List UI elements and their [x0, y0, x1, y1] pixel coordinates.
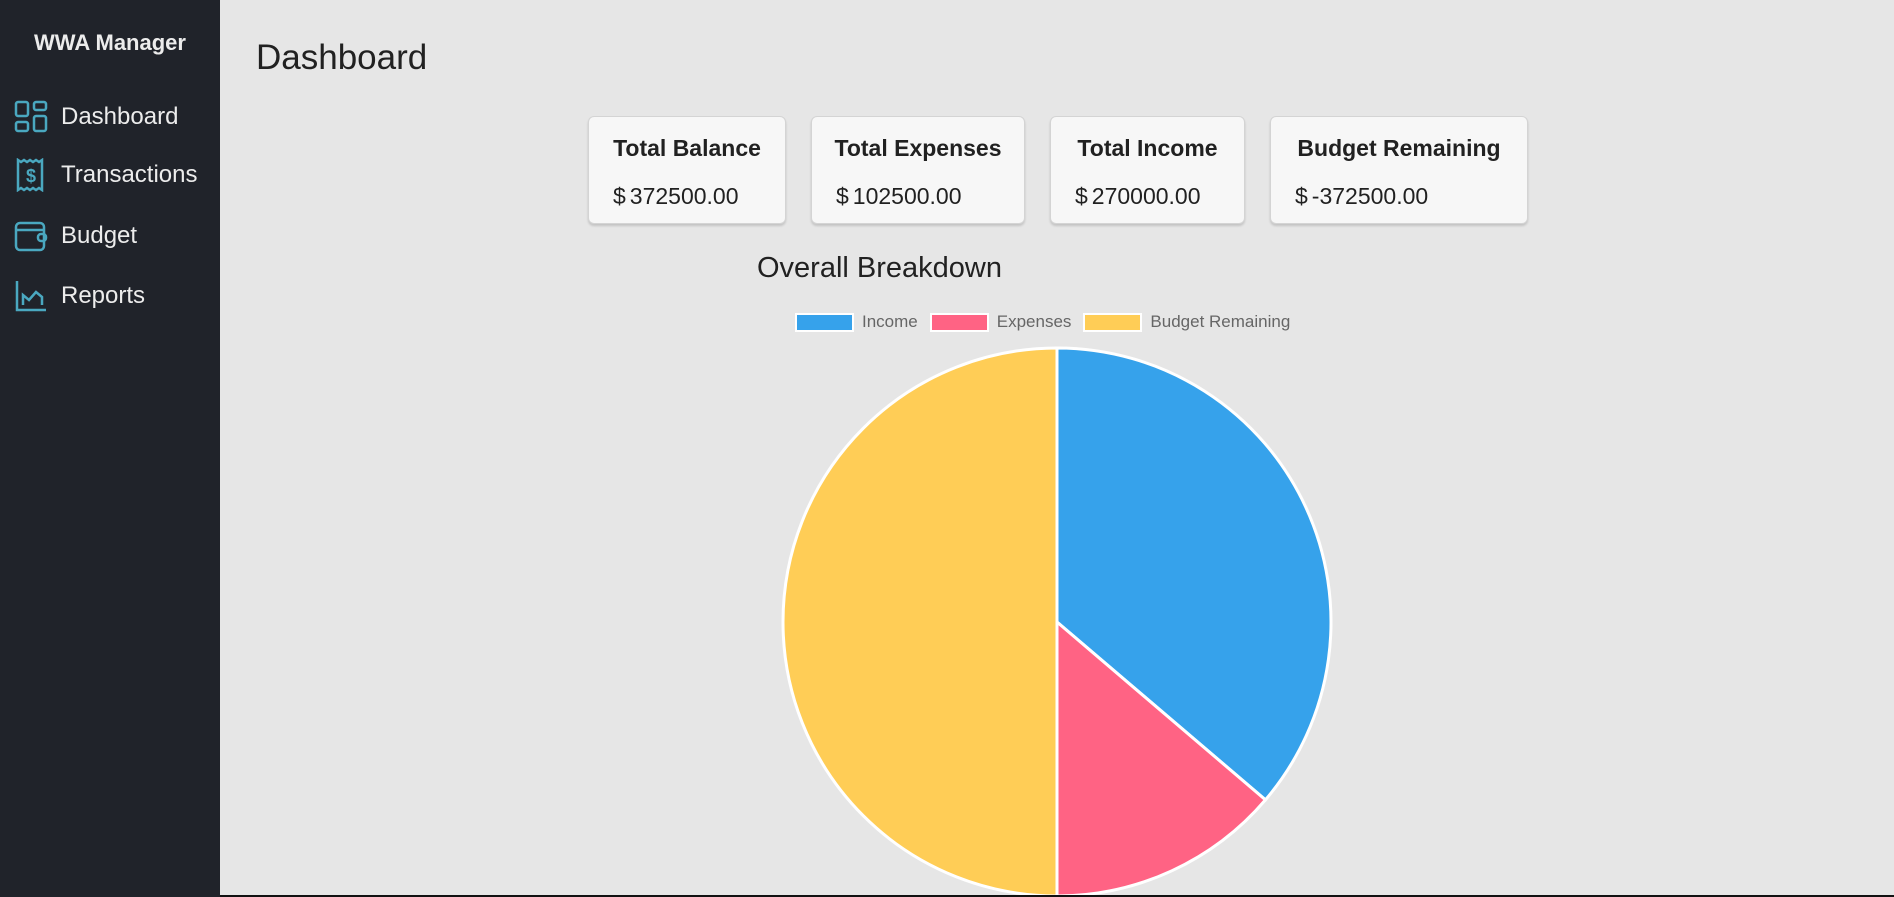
- card-value: $102500.00: [836, 183, 962, 210]
- legend-item[interactable]: Expenses: [929, 312, 1072, 332]
- sidebar-item-budget[interactable]: Budget: [14, 216, 137, 256]
- value-text: 270000.00: [1091, 183, 1201, 209]
- legend-item[interactable]: Budget Remaining: [1083, 312, 1290, 332]
- value-text: -372500.00: [1311, 183, 1429, 209]
- pie-chart: [781, 346, 1333, 897]
- svg-text:$: $: [26, 166, 36, 186]
- sidebar-item-label: Transactions: [61, 161, 198, 188]
- sidebar-item-dashboard[interactable]: Dashboard: [14, 97, 178, 137]
- legend-swatch: [1083, 312, 1143, 332]
- app-brand: WWA Manager: [34, 30, 186, 55]
- card-value: $ -372500.00: [1295, 183, 1428, 210]
- card-total-expenses: Total Expenses $102500.00: [811, 116, 1025, 224]
- card-title: Total Balance: [613, 135, 761, 161]
- card-title: Total Income: [1077, 135, 1218, 161]
- legend-label: Budget Remaining: [1150, 312, 1291, 331]
- receipt-icon: $: [16, 158, 44, 192]
- sidebar-item-label: Budget: [61, 222, 138, 249]
- legend-swatch: [929, 312, 989, 332]
- legend-swatch: [795, 312, 854, 332]
- sidebar-item-transactions[interactable]: $ Transactions: [14, 155, 198, 195]
- legend-item[interactable]: Income: [795, 312, 918, 332]
- chart-legend: Income Expenses Budget Remaining: [795, 312, 1302, 332]
- chart-title: Overall Breakdown: [757, 252, 1002, 284]
- legend-label: Expenses: [996, 312, 1072, 331]
- sidebar-item-label: Dashboard: [61, 103, 179, 130]
- currency-symbol: $: [836, 183, 849, 209]
- bottom-border: [220, 895, 1894, 897]
- card-total-balance: Total Balance $372500.00: [588, 116, 786, 224]
- wallet-icon: [14, 221, 48, 252]
- card-budget-remaining: Budget Remaining $ -372500.00: [1270, 116, 1528, 224]
- pie-slice-income[interactable]: [1055, 346, 1333, 802]
- dashboard-icon: [14, 100, 48, 133]
- sidebar-item-label: Reports: [61, 282, 146, 309]
- card-value: $372500.00: [613, 183, 739, 210]
- legend-label: Income: [862, 312, 918, 331]
- main-content: Dashboard Total Balance $372500.00 Total…: [220, 0, 1894, 897]
- currency-symbol: $: [1075, 183, 1088, 209]
- card-title: Total Expenses: [834, 135, 1002, 161]
- value-text: 102500.00: [852, 183, 962, 209]
- card-total-income: Total Income $270000.00: [1050, 116, 1245, 224]
- sidebar: WWA Manager Dashboard $ Transactions Bud…: [0, 0, 220, 897]
- page-title: Dashboard: [256, 38, 428, 77]
- card-value: $270000.00: [1075, 183, 1201, 210]
- currency-symbol: $: [1295, 183, 1308, 209]
- value-text: 372500.00: [629, 183, 739, 209]
- pie-slice-budget-remaining[interactable]: [781, 346, 1059, 897]
- card-title: Budget Remaining: [1297, 135, 1501, 161]
- currency-symbol: $: [613, 183, 626, 209]
- sidebar-item-reports[interactable]: Reports: [14, 276, 145, 316]
- chart-icon: [15, 281, 46, 312]
